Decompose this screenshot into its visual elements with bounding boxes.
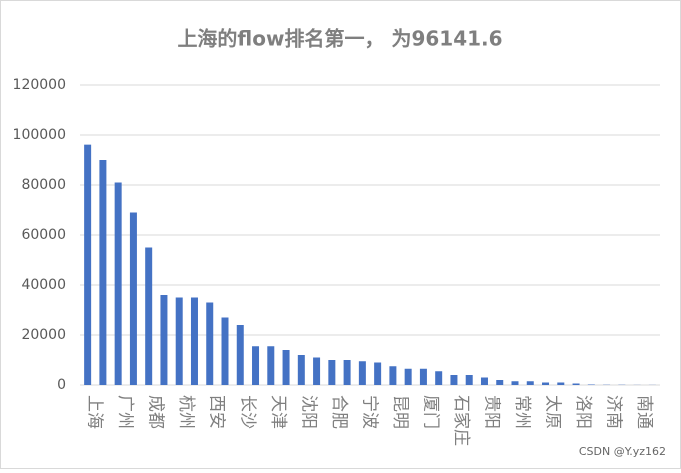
x-tick-label: 太原: [543, 395, 563, 429]
y-tick-label: 80000: [21, 177, 66, 193]
bar: [206, 303, 213, 386]
bar: [344, 360, 351, 385]
bar: [222, 318, 229, 386]
y-tick-label: 20000: [21, 327, 66, 343]
bar: [588, 385, 595, 386]
bar: [405, 369, 412, 385]
bar: [359, 361, 366, 385]
bar: [435, 371, 442, 385]
watermark: CSDN @Y.yz162: [579, 445, 666, 458]
chart-title: 上海的flow排名第一， 为96141.6: [177, 27, 502, 51]
x-tick-label: 南通: [634, 395, 654, 429]
x-tick-label: 西安: [207, 395, 227, 429]
bar: [283, 350, 290, 385]
x-tick-label: 长沙: [237, 395, 257, 429]
x-tick-label: 厦门: [420, 395, 440, 429]
bar: [176, 298, 183, 386]
x-tick-label: 天津: [268, 395, 288, 429]
x-tick-label: 合肥: [329, 395, 349, 429]
x-tick-label: 常州: [512, 395, 532, 429]
y-tick-label: 60000: [21, 227, 66, 243]
x-tick-label: 沈阳: [298, 395, 318, 429]
bar: [99, 160, 106, 385]
bar: [374, 363, 381, 386]
bar: [115, 183, 122, 386]
bar: [130, 213, 137, 386]
bar: [573, 384, 580, 386]
y-tick-label: 0: [57, 377, 66, 393]
bar: [191, 298, 198, 386]
bar: [542, 383, 549, 386]
y-tick-label: 120000: [13, 77, 66, 93]
x-tick-label: 贵阳: [481, 395, 501, 429]
bar: [450, 375, 457, 385]
bar: [389, 366, 396, 385]
bar: [420, 369, 427, 385]
x-tick-label: 宁波: [359, 395, 379, 429]
bar: [527, 381, 534, 385]
x-tick-label: 成都: [146, 395, 166, 429]
y-tick-label: 40000: [21, 277, 66, 293]
bar: [252, 346, 259, 385]
bar: [84, 145, 91, 385]
x-tick-label: 洛阳: [573, 395, 593, 429]
bar: [237, 325, 244, 385]
bar: [160, 295, 167, 385]
y-tick-label: 100000: [13, 127, 66, 143]
bar: [267, 346, 274, 385]
bar: [557, 383, 564, 386]
bar: [145, 248, 152, 386]
bar: [512, 381, 519, 385]
x-tick-label: 石家庄: [451, 395, 471, 446]
bar: [328, 360, 335, 385]
bar: [496, 380, 503, 385]
x-tick-label: 广州: [115, 395, 135, 429]
bar: [298, 355, 305, 385]
x-tick-label: 济南: [604, 395, 624, 429]
x-tick-label: 昆明: [390, 395, 410, 429]
x-tick-label: 杭州: [176, 395, 196, 429]
bar: [481, 378, 488, 386]
bar: [313, 358, 320, 386]
x-tick-label: 上海: [85, 395, 105, 429]
bar: [466, 375, 473, 385]
